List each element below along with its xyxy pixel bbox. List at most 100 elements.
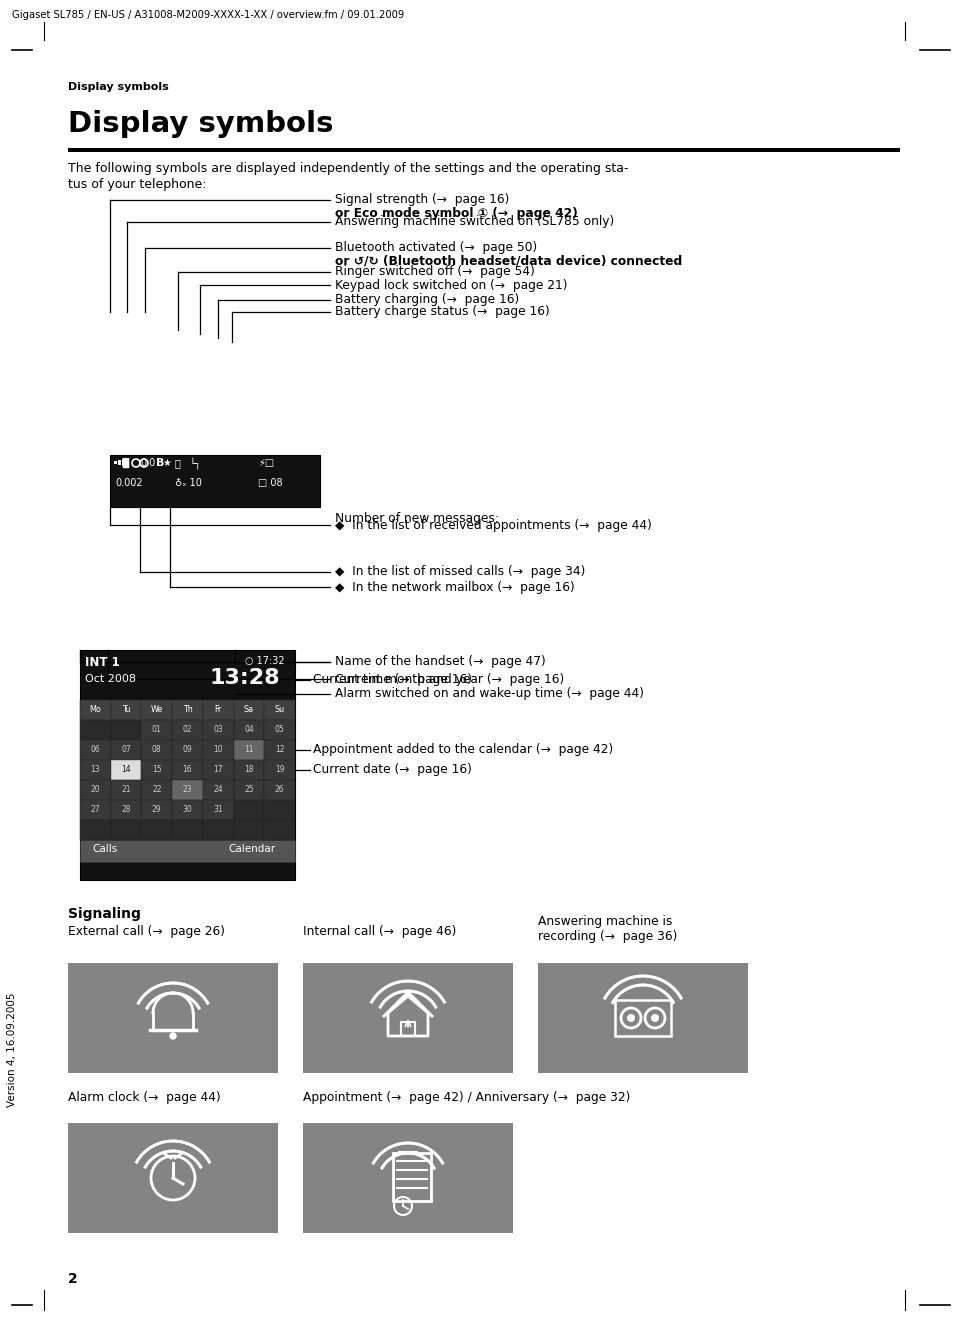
- Text: ◆  In the list of received appointments (→  page 44): ◆ In the list of received appointments (…: [335, 519, 651, 531]
- Text: Display symbols: Display symbols: [68, 110, 333, 138]
- Text: ⚡□: ⚡□: [258, 458, 274, 467]
- Text: 24: 24: [214, 785, 223, 794]
- Bar: [203, 700, 234, 720]
- Bar: [234, 800, 264, 820]
- Text: 0.002: 0.002: [115, 478, 143, 489]
- Bar: [172, 760, 203, 780]
- Bar: [111, 780, 142, 800]
- Text: Alarm clock (→  page 44): Alarm clock (→ page 44): [68, 1091, 220, 1104]
- Text: Number of new messages:: Number of new messages:: [335, 512, 499, 526]
- Text: Ringer switched off (→  page 54): Ringer switched off (→ page 54): [335, 266, 535, 278]
- Bar: [110, 455, 320, 507]
- Bar: [234, 780, 264, 800]
- Text: 15: 15: [152, 765, 162, 775]
- Bar: [401, 1022, 415, 1035]
- Text: 25: 25: [244, 785, 254, 794]
- Text: Gigaset SL785 / EN-US / A31008-M2009-XXXX-1-XX / overview.fm / 09.01.2009: Gigaset SL785 / EN-US / A31008-M2009-XXX…: [12, 11, 404, 20]
- Text: ★: ★: [162, 458, 171, 467]
- Text: Appointment added to the calendar (→  page 42): Appointment added to the calendar (→ pag…: [313, 744, 613, 756]
- Text: 21: 21: [122, 785, 131, 794]
- Bar: [234, 720, 264, 740]
- Bar: [264, 780, 295, 800]
- Text: Appointment (→  page 42) / Anniversary (→  page 32): Appointment (→ page 42) / Anniversary (→…: [303, 1091, 630, 1104]
- Text: Mo: Mo: [89, 706, 102, 715]
- Bar: [234, 740, 264, 760]
- Text: 20: 20: [91, 785, 101, 794]
- Bar: [172, 820, 203, 839]
- Text: 11: 11: [244, 745, 254, 755]
- Text: ▐▌: ▐▌: [118, 458, 133, 469]
- Bar: [122, 459, 125, 466]
- Bar: [264, 820, 295, 839]
- Text: Sa: Sa: [244, 706, 254, 715]
- Text: 04: 04: [244, 726, 254, 735]
- Bar: [203, 760, 234, 780]
- Text: Su: Su: [275, 706, 285, 715]
- Bar: [264, 720, 295, 740]
- Text: Oct 2008: Oct 2008: [85, 674, 136, 685]
- Text: 0.0: 0.0: [140, 458, 155, 467]
- Text: 22: 22: [152, 785, 162, 794]
- Bar: [111, 820, 142, 839]
- Text: 14: 14: [122, 765, 131, 775]
- Text: 17: 17: [214, 765, 223, 775]
- Text: 06: 06: [90, 745, 101, 755]
- Text: Current time (→  page 16): Current time (→ page 16): [313, 674, 472, 687]
- Bar: [264, 760, 295, 780]
- Text: 31: 31: [214, 805, 223, 814]
- Bar: [172, 800, 203, 820]
- Bar: [80, 800, 111, 820]
- Bar: [80, 700, 111, 720]
- Text: We: We: [150, 706, 163, 715]
- Circle shape: [170, 1033, 176, 1039]
- Text: The following symbols are displayed independently of the settings and the operat: The following symbols are displayed inde…: [68, 162, 628, 175]
- Bar: [114, 461, 117, 463]
- Bar: [264, 700, 295, 720]
- Text: Internal call (→  page 46): Internal call (→ page 46): [303, 925, 456, 937]
- Bar: [80, 780, 111, 800]
- Bar: [142, 780, 172, 800]
- Text: 08: 08: [152, 745, 162, 755]
- Text: Tu: Tu: [122, 706, 130, 715]
- Bar: [303, 1123, 513, 1233]
- Text: Th: Th: [183, 706, 193, 715]
- Bar: [303, 963, 513, 1072]
- Text: 2: 2: [68, 1272, 78, 1286]
- Text: External call (→  page 26): External call (→ page 26): [68, 925, 225, 937]
- Text: Answering machine switched on (SL785 only): Answering machine switched on (SL785 onl…: [335, 216, 614, 229]
- Text: or Eco mode symbol ① (→  page 42): or Eco mode symbol ① (→ page 42): [335, 207, 578, 220]
- Text: Current month and year (→  page 16): Current month and year (→ page 16): [335, 673, 564, 686]
- Text: 03: 03: [214, 726, 223, 735]
- Text: 29: 29: [152, 805, 162, 814]
- Bar: [172, 780, 203, 800]
- Text: 01: 01: [152, 726, 162, 735]
- Bar: [142, 800, 172, 820]
- Bar: [142, 820, 172, 839]
- Circle shape: [627, 1014, 635, 1022]
- Text: 28: 28: [122, 805, 131, 814]
- Text: Battery charging (→  page 16): Battery charging (→ page 16): [335, 294, 519, 306]
- Bar: [142, 740, 172, 760]
- Text: 27: 27: [91, 805, 101, 814]
- Text: 18: 18: [244, 765, 254, 775]
- Bar: [111, 740, 142, 760]
- Bar: [142, 720, 172, 740]
- Text: 26: 26: [275, 785, 285, 794]
- Bar: [111, 800, 142, 820]
- Text: Signal strength (→  page 16): Signal strength (→ page 16): [335, 193, 510, 207]
- Bar: [111, 760, 142, 780]
- Text: Battery charge status (→  page 16): Battery charge status (→ page 16): [335, 306, 550, 319]
- Text: Version 4, 16.09.2005: Version 4, 16.09.2005: [7, 993, 17, 1107]
- Text: ○ 17:32: ○ 17:32: [245, 655, 285, 666]
- Text: 02: 02: [183, 726, 193, 735]
- Bar: [80, 839, 295, 862]
- Text: ⌖: ⌖: [175, 458, 181, 467]
- Text: Calls: Calls: [92, 843, 117, 854]
- Text: Answering machine is
recording (→  page 36): Answering machine is recording (→ page 3…: [538, 915, 677, 943]
- Bar: [142, 700, 172, 720]
- Bar: [172, 740, 203, 760]
- Text: Current date (→  page 16): Current date (→ page 16): [313, 764, 472, 776]
- Bar: [538, 963, 748, 1072]
- Bar: [68, 963, 278, 1072]
- Text: 09: 09: [183, 745, 193, 755]
